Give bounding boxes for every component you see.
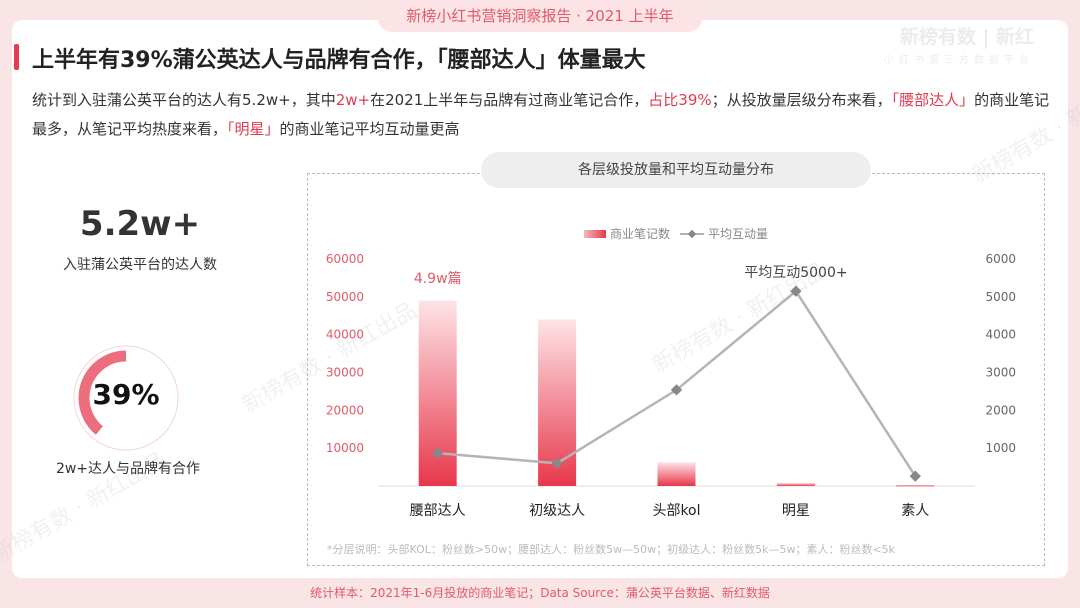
bar — [776, 482, 815, 486]
left-tick-label: 60000 — [326, 252, 364, 266]
x-tick-label: 头部kol — [652, 503, 700, 519]
desc-text: 的商业笔记最多，从笔记平均热度来看， — [32, 91, 1050, 138]
legend-line-marker — [687, 229, 697, 239]
line-point — [790, 285, 802, 297]
total-kol-label: 入驻蒲公英平台的达人数 — [63, 257, 217, 273]
right-tick-label: 1000 — [985, 441, 1016, 455]
line-point — [670, 384, 683, 396]
x-tick-label: 明星 — [782, 503, 810, 519]
line-series — [437, 289, 917, 477]
right-tick-label: 4000 — [985, 328, 1016, 342]
x-tick-label: 初级达人 — [529, 502, 585, 519]
bar — [896, 484, 935, 487]
report-tab: 新榜小红书营销洞察报告 · 2021 上半年 — [378, 0, 702, 32]
description: 统计到入驻蒲公英平台的达人有5.2w+，其中2w+在2021上半年与品牌有过商业… — [32, 86, 1052, 144]
right-tick-label: 2000 — [985, 403, 1016, 417]
legend-bar-label: 商业笔记数 — [610, 226, 670, 241]
legend-bar-swatch — [584, 230, 606, 238]
bar — [657, 462, 696, 486]
logo-main: 新榜有数 | 新红 — [899, 26, 1034, 48]
footer-source: 统计样本：2021年1-6月投放的商业笔记；Data Source：蒲公英平台数… — [310, 586, 770, 600]
line-annotation: 平均互动5000+ — [744, 265, 847, 281]
left-tick-label: 10000 — [326, 441, 364, 455]
line-point — [432, 447, 444, 459]
total-kol-value: 5.2w+ — [79, 204, 201, 244]
desc-text: 在2021上半年与品牌有过商业笔记合作， — [370, 91, 649, 109]
legend-line-label: 平均互动量 — [708, 227, 768, 241]
ratio-arc — [78, 350, 174, 446]
ratio-value: 39% — [92, 378, 160, 411]
left-tick-label: 30000 — [326, 366, 364, 380]
left-tick-label: 40000 — [326, 328, 364, 342]
page-title: 上半年有39%蒲公英达人与品牌有合作，「腰部达人」体量最大 — [32, 48, 646, 73]
right-tick-label: 5000 — [985, 290, 1016, 304]
chart-title: 各层级投放量和平均互动量分布 — [481, 152, 871, 188]
desc-text: 统计到入驻蒲公英平台的达人有5.2w+，其中 — [32, 91, 336, 109]
left-tick-label: 20000 — [326, 403, 364, 417]
right-tick-label: 6000 — [985, 252, 1016, 266]
left-tick-label: 50000 — [326, 290, 364, 304]
x-tick-label: 腰部达人 — [410, 503, 466, 519]
line-point — [909, 470, 921, 482]
desc-highlight: 「明星」 — [227, 120, 280, 138]
bar-annotation: 4.9w篇 — [414, 271, 462, 287]
title-accent-bar — [14, 44, 19, 70]
line-point — [551, 457, 563, 469]
desc-highlight: 2w+ — [335, 91, 371, 109]
right-tick-label: 3000 — [985, 366, 1016, 380]
desc-text: ；从投放量层级分布来看， — [711, 91, 892, 109]
ratio-ring — [73, 345, 179, 451]
chart-note: *分层说明：头部KOL：粉丝数>50w；腰部达人：粉丝数5w—50w；初级达人：… — [327, 542, 896, 556]
ratio-label: 2w+达人与品牌有合作 — [55, 461, 201, 477]
desc-highlight: 占比39% — [648, 91, 712, 109]
desc-highlight: 「腰部达人」 — [891, 91, 975, 109]
logo: 新榜有数 | 新红小红书第三方数据平台 — [884, 22, 1034, 66]
logo-sub: 小红书第三方数据平台 — [884, 55, 1034, 66]
desc-text: 的商业笔记平均互动量更高 — [279, 120, 460, 138]
x-tick-label: 素人 — [901, 503, 929, 519]
